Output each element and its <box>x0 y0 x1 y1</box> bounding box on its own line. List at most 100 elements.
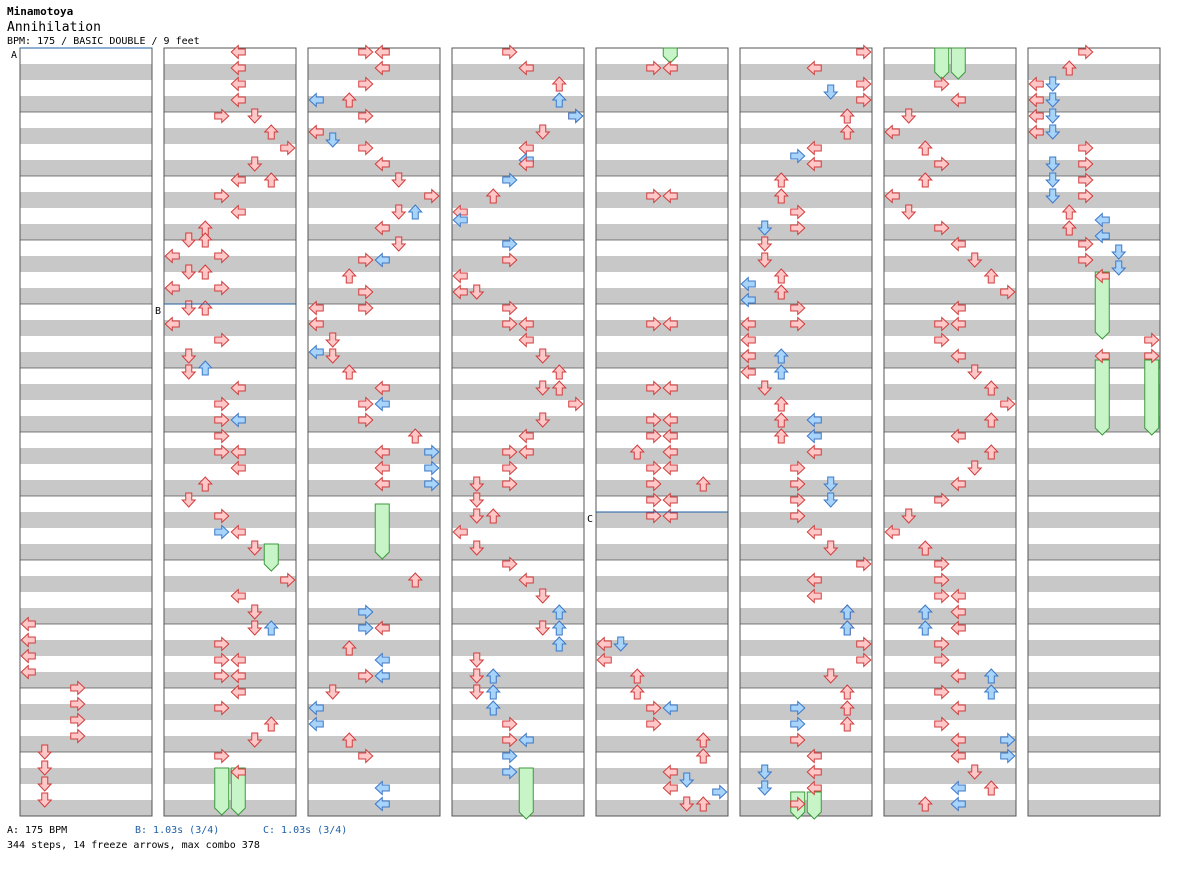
tap-arrow <box>37 792 53 808</box>
beat-band <box>452 320 584 336</box>
tap-arrow <box>806 60 822 76</box>
tap-arrow <box>884 524 900 540</box>
tap-arrow <box>917 796 933 812</box>
tap-arrow <box>181 364 197 380</box>
freeze-arrow <box>662 47 678 64</box>
tap-arrow <box>358 748 374 764</box>
beat-band <box>20 672 152 688</box>
tap-arrow <box>568 396 584 412</box>
tap-arrow <box>164 248 180 264</box>
tap-arrow <box>214 668 230 684</box>
beat-band <box>164 768 296 784</box>
beat-band <box>452 672 584 688</box>
freeze-arrow <box>934 47 950 80</box>
sub-beat-arrow <box>757 220 773 236</box>
song-title: Annihilation <box>7 20 101 35</box>
beat-band <box>1028 224 1160 240</box>
sub-beat-arrow <box>823 476 839 492</box>
tap-arrow <box>1078 236 1094 252</box>
tap-arrow <box>469 668 485 684</box>
beat-band <box>452 768 584 784</box>
sub-beat-arrow <box>806 412 822 428</box>
tap-arrow <box>1028 76 1044 92</box>
beat-band <box>308 480 440 496</box>
beat-band <box>740 512 872 528</box>
sub-beat-arrow <box>1045 156 1061 172</box>
beat-band <box>596 704 728 720</box>
sub-beat-arrow <box>790 700 806 716</box>
beat-band <box>308 224 440 240</box>
sub-beat-arrow <box>679 772 695 788</box>
beat-band <box>452 64 584 80</box>
beat-band <box>20 768 152 784</box>
tap-arrow <box>806 524 822 540</box>
tap-arrow <box>646 476 662 492</box>
tap-arrow <box>325 684 341 700</box>
tap-arrow <box>950 620 966 636</box>
tap-arrow <box>280 572 296 588</box>
chart-column <box>451 47 585 817</box>
beat-band <box>740 128 872 144</box>
tap-arrow <box>839 700 855 716</box>
tap-arrow <box>1028 124 1044 140</box>
tap-arrow <box>263 172 279 188</box>
tap-arrow <box>374 460 390 476</box>
tap-arrow <box>230 460 246 476</box>
sub-beat-arrow <box>551 620 567 636</box>
beat-band <box>740 224 872 240</box>
tap-arrow <box>646 508 662 524</box>
sub-beat-arrow <box>757 764 773 780</box>
tap-arrow <box>934 220 950 236</box>
tap-arrow <box>790 300 806 316</box>
tap-arrow <box>646 428 662 444</box>
tap-arrow <box>901 508 917 524</box>
tap-arrow <box>662 412 678 428</box>
tap-arrow <box>1078 140 1094 156</box>
tap-arrow <box>37 776 53 792</box>
tap-arrow <box>197 232 213 248</box>
tap-arrow <box>1078 188 1094 204</box>
tap-arrow <box>469 284 485 300</box>
tap-arrow <box>230 60 246 76</box>
tap-arrow <box>806 780 822 796</box>
tap-arrow <box>695 476 711 492</box>
beat-band <box>740 704 872 720</box>
beat-band <box>596 480 728 496</box>
tap-arrow <box>37 760 53 776</box>
beat-band <box>164 736 296 752</box>
tap-arrow <box>646 188 662 204</box>
beat-band <box>20 160 152 176</box>
beat-band <box>596 256 728 272</box>
tap-arrow <box>884 124 900 140</box>
tap-arrow <box>934 716 950 732</box>
beat-band <box>308 800 440 816</box>
tap-arrow <box>662 780 678 796</box>
tap-arrow <box>230 652 246 668</box>
beat-band <box>164 800 296 816</box>
beat-band <box>20 608 152 624</box>
sub-beat-arrow <box>424 444 440 460</box>
sub-beat-arrow <box>502 748 518 764</box>
beat-band <box>1028 704 1160 720</box>
beat-band <box>740 160 872 176</box>
sub-beat-arrow <box>452 212 468 228</box>
tap-arrow <box>950 92 966 108</box>
tap-arrow <box>790 732 806 748</box>
freeze-arrow <box>263 543 279 572</box>
tap-arrow <box>230 588 246 604</box>
tap-arrow <box>934 332 950 348</box>
tap-arrow <box>502 252 518 268</box>
beat-band <box>164 224 296 240</box>
tap-arrow <box>358 108 374 124</box>
beat-band <box>884 416 1016 432</box>
sub-beat-arrow <box>308 700 324 716</box>
tap-arrow <box>839 124 855 140</box>
freeze-arrow <box>1144 359 1160 436</box>
sub-beat-arrow <box>662 700 678 716</box>
beat-band <box>308 704 440 720</box>
beat-band <box>1028 608 1160 624</box>
tap-arrow <box>358 76 374 92</box>
beat-band <box>1028 640 1160 656</box>
tap-arrow <box>502 316 518 332</box>
tap-arrow <box>230 92 246 108</box>
